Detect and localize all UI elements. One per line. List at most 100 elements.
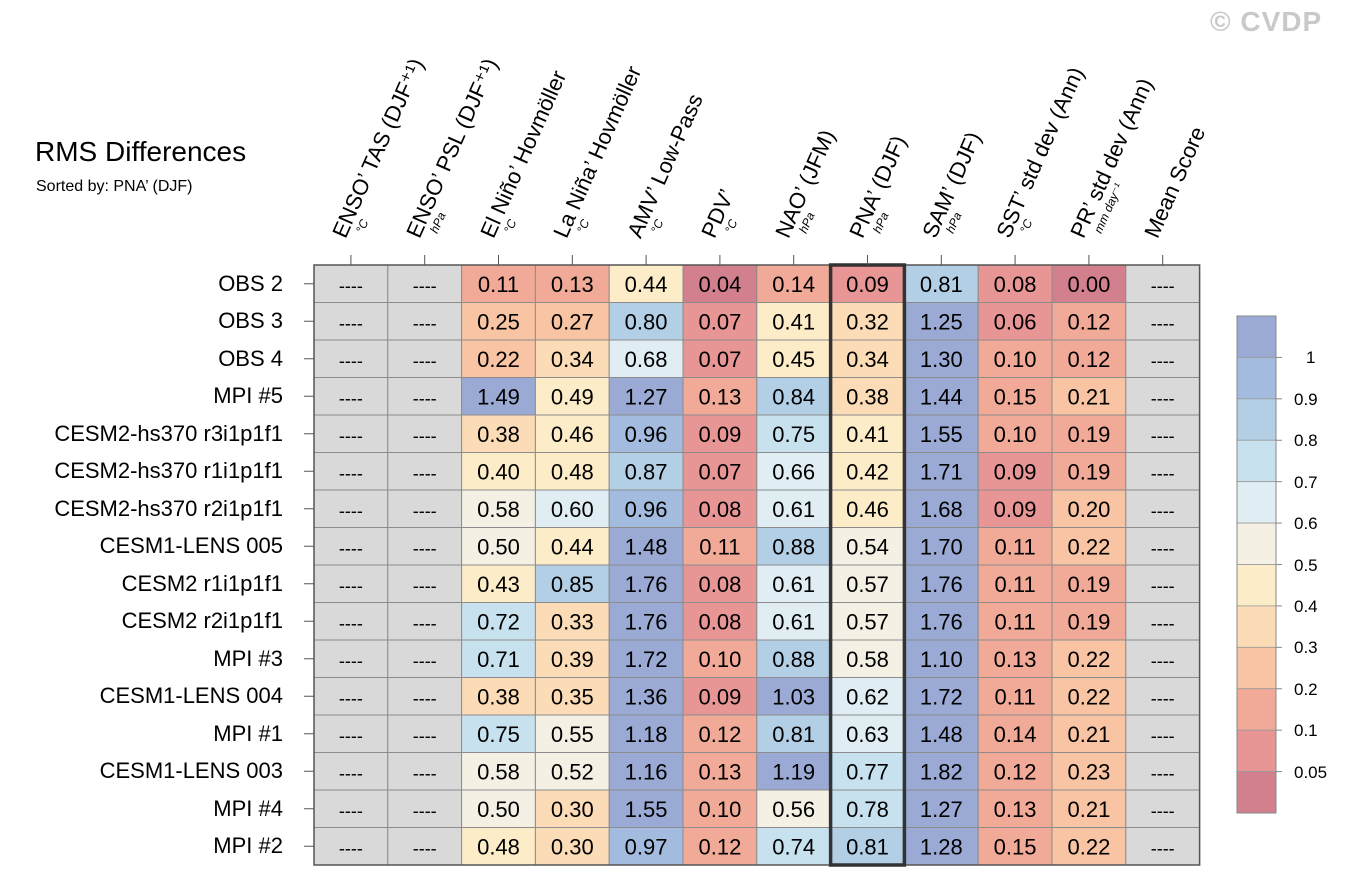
cell-value-label: 0.22 [1067, 534, 1110, 559]
cell-value-label: 0.38 [846, 384, 889, 409]
cell-value-label: ---- [413, 388, 437, 408]
cell-value-label: 0.42 [846, 459, 889, 484]
cell-value-label: 0.00 [1067, 272, 1110, 297]
cell-value-label: 0.78 [846, 797, 889, 822]
heatmap-cell [1125, 377, 1201, 416]
cell-value-label: 0.46 [551, 422, 594, 447]
heatmap-cell [387, 639, 463, 678]
heatmap-cell [903, 264, 979, 303]
cell-value-label: 1.10 [920, 647, 963, 672]
cell-value-label: 0.12 [698, 834, 741, 859]
cell-value-label: ---- [413, 651, 437, 671]
cell-value-label: 0.61 [772, 572, 815, 597]
row-label: CESM1-LENS 004 [99, 683, 283, 709]
colorbar-tick-label: 0.05 [1294, 762, 1328, 782]
cell-value-label: 0.38 [477, 422, 520, 447]
heatmap-cell [387, 564, 463, 603]
cell-value-label: ---- [413, 613, 437, 633]
cell-value-label: 0.40 [477, 459, 520, 484]
heatmap-cell [756, 677, 832, 716]
cell-value-label: 0.49 [551, 384, 594, 409]
colorbar-tick-label: 0.2 [1294, 679, 1318, 699]
heatmap-cell [756, 377, 832, 416]
heatmap-cell [313, 452, 389, 491]
cell-value-label: ---- [339, 838, 363, 858]
cell-value-label: 0.13 [994, 797, 1037, 822]
cell-value-label: 0.75 [477, 722, 520, 747]
cell-value-label: 1.55 [920, 422, 963, 447]
colorbar-tick-label: 0.1 [1294, 721, 1318, 741]
heatmap-cell [682, 452, 758, 491]
heatmap-cell [608, 639, 684, 678]
cell-value-label: ---- [1151, 801, 1175, 821]
heatmap-cell [756, 489, 832, 528]
cell-value-label: 0.52 [551, 759, 594, 784]
cell-value-label: 0.35 [551, 684, 594, 709]
colorbar-bin [1236, 398, 1277, 441]
cell-value-label: 0.72 [477, 609, 520, 634]
heatmap-cell [534, 489, 610, 528]
cell-value-label: 1.55 [625, 797, 668, 822]
cell-value-label: 0.85 [551, 572, 594, 597]
heatmap-cell [608, 377, 684, 416]
cell-value-label: ---- [1151, 313, 1175, 333]
colorbar-bin [1236, 522, 1277, 565]
cell-value-label: ---- [339, 351, 363, 371]
cell-value-label: 0.58 [846, 647, 889, 672]
colorbar-tick-label: 0.9 [1294, 389, 1318, 409]
cell-value-label: 0.12 [1067, 309, 1110, 334]
heatmap-cell [977, 339, 1053, 378]
cell-value-label: 0.19 [1067, 422, 1110, 447]
cell-value-label: 0.71 [477, 647, 520, 672]
cell-value-label: 0.88 [772, 647, 815, 672]
heatmap-cell [1125, 527, 1201, 566]
heatmap-cell [977, 302, 1053, 341]
heatmap-cell [1125, 827, 1201, 866]
cell-value-label: 0.11 [995, 684, 1036, 709]
heatmap-cell [682, 527, 758, 566]
heatmap-cell [1125, 339, 1201, 378]
heatmap-cell [608, 752, 684, 791]
cell-value-label: ---- [413, 838, 437, 858]
colorbar-tick-label: 0.5 [1294, 555, 1318, 575]
cell-value-label: ---- [1151, 726, 1175, 746]
colorbar-tick-label: 0.8 [1294, 431, 1318, 451]
cell-value-label: 0.11 [478, 272, 519, 297]
watermark: © CVDP [1210, 6, 1323, 37]
colorbar-bin [1236, 729, 1277, 772]
heatmap-cell [461, 789, 536, 828]
heatmap-cell [387, 752, 463, 791]
heatmap-cell [1051, 527, 1127, 566]
heatmap-cell [830, 377, 905, 416]
heatmap-cell [1051, 339, 1127, 378]
heatmap-cell [534, 714, 610, 753]
heatmap-cell [313, 264, 389, 303]
cell-value-label: 1.19 [772, 759, 815, 784]
cell-value-label: 0.09 [994, 497, 1037, 522]
cell-value-label: ---- [1151, 613, 1175, 633]
heatmap-cell [313, 377, 389, 416]
cell-value-label: 0.21 [1067, 722, 1110, 747]
cell-value-label: 0.08 [698, 572, 741, 597]
cell-value-label: 0.54 [846, 534, 889, 559]
cell-value-label: 1.27 [625, 384, 668, 409]
cell-value-label: 0.14 [994, 722, 1037, 747]
row-label: OBS 4 [218, 345, 283, 371]
heatmap-cell [682, 639, 758, 678]
cell-value-label: 0.15 [994, 834, 1037, 859]
cell-value-label: 0.21 [1067, 797, 1110, 822]
heatmap-cell [977, 789, 1053, 828]
heatmap-cell [534, 677, 610, 716]
cell-value-label: ---- [339, 463, 363, 483]
heatmap-cell [682, 339, 758, 378]
heatmap-cell [903, 339, 979, 378]
heatmap-cell [1051, 377, 1127, 416]
cell-value-label: 1.36 [625, 684, 668, 709]
cell-value-label: 0.11 [995, 534, 1036, 559]
heatmap-cell [830, 827, 905, 866]
cell-value-label: 1.82 [920, 759, 963, 784]
heatmap-cell [1125, 564, 1201, 603]
cell-value-label: 0.38 [477, 684, 520, 709]
heatmap-cell [313, 302, 389, 341]
